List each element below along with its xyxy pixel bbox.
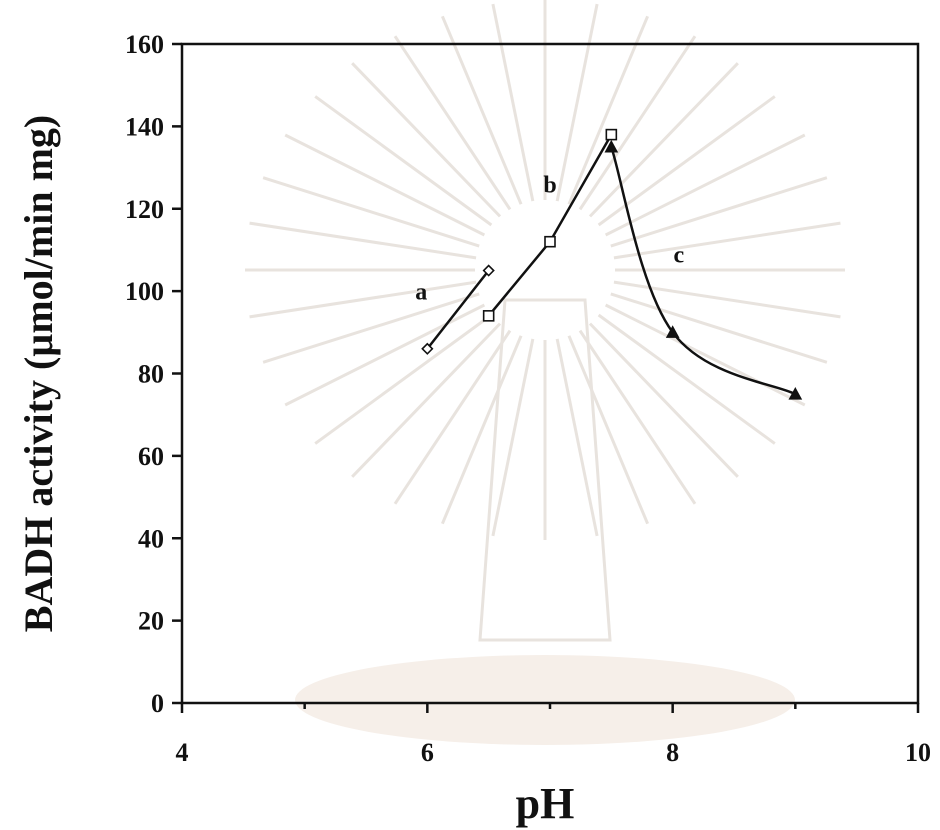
emblem-ray [588,322,739,478]
plot-frame [180,42,920,705]
emblem-ray [567,15,649,205]
background-emblem [245,0,845,745]
emblem-ray [262,292,480,364]
series-a [421,264,495,355]
emblem-ray [567,335,649,525]
emblem-ray [314,95,493,227]
emblem-ray [610,176,828,248]
data-point-triangle [665,325,680,338]
emblem-ray [578,35,697,211]
emblem-base [295,655,795,745]
series-label-a: a [415,279,427,305]
data-point-diamond [421,342,434,355]
emblem-ray [555,338,599,537]
emblem-ray [604,133,806,237]
emblem-ray [588,62,739,218]
emblem-ray [610,292,828,364]
y-tick-label: 160 [125,30,164,59]
data-point-square [482,310,495,322]
y-tick-label: 0 [151,689,164,718]
emblem-ray [351,62,502,218]
emblem-ray [262,176,480,248]
y-tick-label: 20 [138,607,164,636]
x-tick-label: 8 [666,738,679,767]
x-tick-label: 6 [421,738,434,767]
x-axis: 4 6 8 10 [176,703,931,767]
emblem-ray [314,313,493,445]
x-axis-title: pH [516,779,575,828]
emblem-ray [555,3,599,202]
y-tick-label: 80 [138,360,164,389]
emblem-ray [284,303,486,407]
y-tick-label: 100 [125,277,164,306]
emblem-tower [478,298,612,642]
emblem-ray [597,95,776,227]
series-a-line [426,269,490,350]
y-tick-label: 120 [125,195,164,224]
data-point-diamond [482,264,495,277]
emblem-ray [284,133,486,237]
series-label-c: c [673,242,684,268]
x-tick-label: 4 [176,738,189,767]
emblem-ray [351,322,502,478]
emblem-ray [249,221,477,260]
data-point-square [605,128,618,141]
series-c [604,139,803,400]
emblem-ray [441,15,523,205]
series-b [482,128,618,322]
emblem-ray [441,335,523,525]
series-annotations: a b c [415,172,684,305]
emblem-ray [249,280,477,319]
data-point-triangle [604,139,619,153]
emblem-ray [613,280,841,319]
y-tick-label: 40 [138,524,164,553]
data-point-triangle [788,387,803,400]
emblem-ray [491,338,535,537]
emblem-ray [613,221,841,260]
emblem-ray [393,35,512,211]
y-axis: 0 20 40 60 80 100 120 140 160 [125,30,182,718]
emblem-ray [578,329,697,505]
x-tick-label: 10 [905,738,931,767]
emblem-ray [393,329,512,505]
series-label-b: b [543,172,556,198]
y-tick-label: 60 [138,442,164,471]
emblem-ray [491,3,535,202]
y-tick-label: 140 [125,112,164,141]
y-axis-title: BADH activity (µmol/min mg) [16,115,61,632]
data-point-square [544,235,556,248]
series-b-line [487,133,613,317]
series-layer [421,128,803,400]
emblem-ray [604,303,806,407]
emblem-ray [597,313,776,445]
